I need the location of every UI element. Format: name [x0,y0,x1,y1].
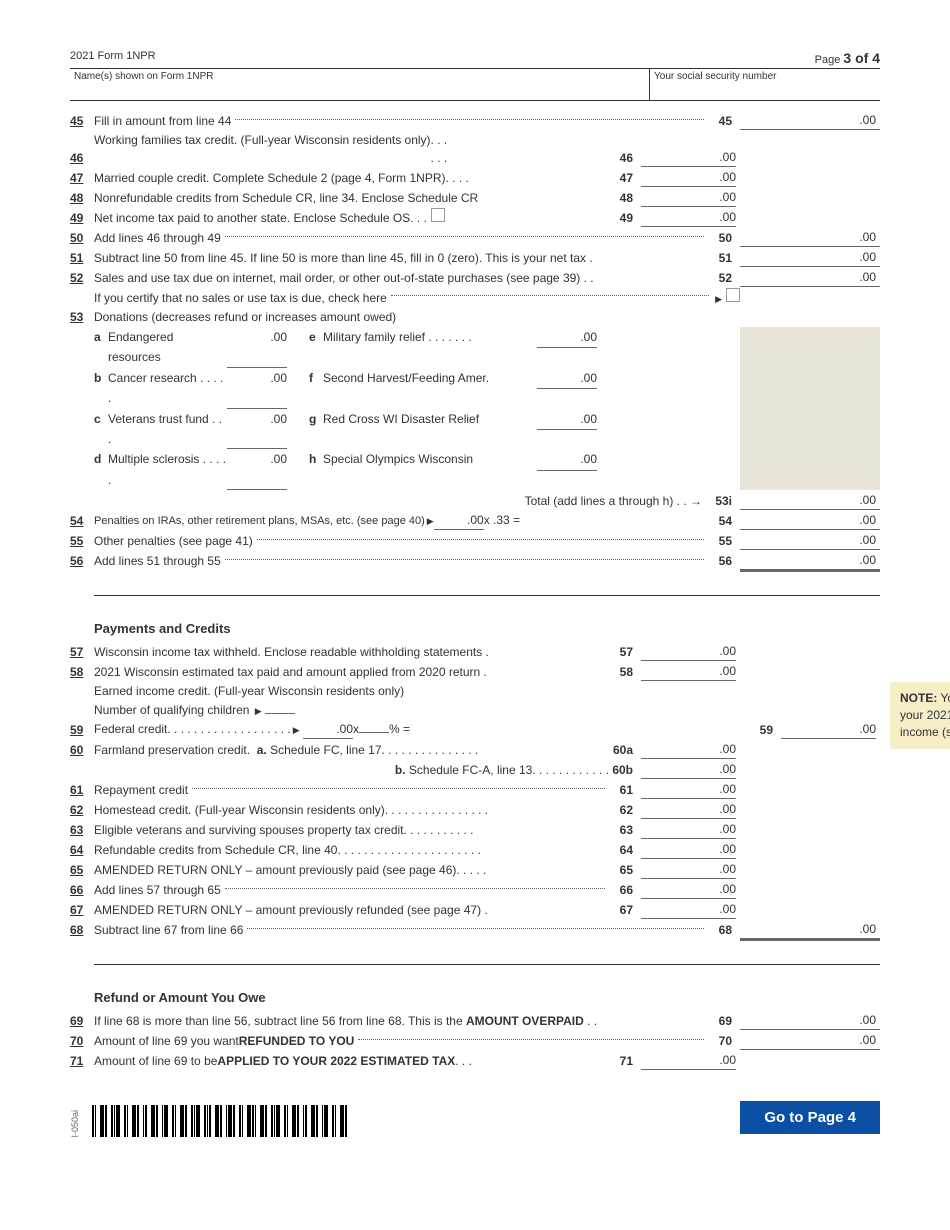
line-59: 59 Earned income credit. (Full-year Wisc… [70,682,880,739]
line-57-amount[interactable]: .00 [641,642,736,661]
donation-e-input[interactable]: .00 [537,327,597,348]
line-54-amount[interactable]: .00 [740,511,880,530]
donation-c-input[interactable]: .00 [227,409,287,450]
arrow-icon [291,720,300,738]
line-49-amount[interactable]: .00 [641,208,736,227]
arrow-icon [713,289,722,307]
name-ssn-row: Name(s) shown on Form 1NPR Your social s… [70,69,880,101]
line-49: 49 Net income tax paid to another state.… [70,208,880,227]
form-title: 2021 Form 1NPR [70,50,156,66]
line-49-checkbox[interactable] [431,208,445,222]
line-55-amount[interactable]: .00 [740,531,880,550]
donation-f-input[interactable]: .00 [537,368,597,389]
line-66: 66 Add lines 57 through 65 66 .00 [70,880,880,899]
donation-row-c: cVeterans trust fund . . ..00 gRed Cross… [94,409,880,450]
line-71: 71 Amount of line 69 to be APPLIED TO YO… [70,1051,880,1070]
donation-row-b: bCancer research . . . . ..00 fSecond Ha… [94,368,880,409]
line-64: 64 Refundable credits from Schedule CR, … [70,840,880,859]
line-46-amount[interactable]: .00 [641,148,736,167]
line-63-amount[interactable]: .00 [641,820,736,839]
line-70: 70 Amount of line 69 you want REFUNDED T… [70,1031,880,1050]
line-47: 47 Married couple credit. Complete Sched… [70,168,880,187]
line-50: 50 Add lines 46 through 49 50 .00 [70,228,880,247]
line-45-amount[interactable]: .00 [740,111,880,130]
line-61-amount[interactable]: .00 [641,780,736,799]
line-70-amount[interactable]: .00 [740,1031,880,1050]
line-65-amount[interactable]: .00 [641,860,736,879]
line-69: 69 If line 68 is more than line 56, subt… [70,1011,880,1030]
line-63: 63 Eligible veterans and surviving spous… [70,820,880,839]
line-53i-amount[interactable]: .00 [740,491,880,510]
barcode-area: I-050ai [70,1105,740,1137]
ssn-label: Your social security number [650,69,880,100]
line-55: 55 Other penalties (see page 41) 55 .00 [70,531,880,550]
donation-row-a: aEndangered resources.00 eMilitary famil… [94,327,880,368]
line-60b: b. Schedule FC-A, line 13 . . . . . . . … [70,760,880,779]
line-52: 52 Sales and use tax due on internet, ma… [70,268,880,287]
line-59-children[interactable] [265,700,295,714]
line-51: 51 Subtract line 50 from line 45. If lin… [70,248,880,267]
line-45: 45 Fill in amount from line 44 45 .00 [70,111,880,130]
line-47-amount[interactable]: .00 [641,168,736,187]
line-60a: 60 Farmland preservation credit. a. Sche… [70,740,880,759]
line-58: 58 2021 Wisconsin estimated tax paid and… [70,662,880,681]
name-label: Name(s) shown on Form 1NPR [70,69,650,100]
line-62: 62 Homestead credit. (Full-year Wisconsi… [70,800,880,819]
line-53: 53 Donations (decreases refund or increa… [70,308,880,326]
line-52-checkbox[interactable] [726,288,740,302]
line-57: 57 Wisconsin income tax withheld. Enclos… [70,642,880,661]
line-54-base[interactable]: .00 [434,511,484,530]
line-52-amount[interactable]: .00 [740,268,880,287]
donation-h-input[interactable]: .00 [537,449,597,470]
line-48: 48 Nonrefundable credits from Schedule C… [70,188,880,207]
line-51-amount[interactable]: .00 [740,248,880,267]
go-to-page-4-button[interactable]: Go to Page 4 [740,1101,880,1134]
line-48-amount[interactable]: .00 [641,188,736,207]
donation-row-d: dMultiple sclerosis . . . . ..00 hSpecia… [94,449,880,490]
line-59-pct[interactable] [359,719,389,733]
line-52-sub: If you certify that no sales or use tax … [70,288,880,307]
line-60a-amount[interactable]: .00 [641,740,736,759]
line-67-amount[interactable]: .00 [641,900,736,919]
line-69-amount[interactable]: .00 [740,1011,880,1030]
donation-a-input[interactable]: .00 [227,327,287,368]
payments-section-heading: Payments and Credits [94,595,880,636]
line-66-amount[interactable]: .00 [641,880,736,899]
line-62-amount[interactable]: .00 [641,800,736,819]
line-64-amount[interactable]: .00 [641,840,736,859]
line-67: 67 AMENDED RETURN ONLY – amount previous… [70,900,880,919]
arrow-icon [253,701,262,719]
line-71-amount[interactable]: .00 [641,1051,736,1070]
line-50-amount[interactable]: .00 [740,228,880,247]
line-59-amount[interactable]: .00 [781,720,876,739]
donation-d-input[interactable]: .00 [227,449,287,490]
barcode-icon [92,1105,347,1137]
note-box: NOTE: You must use your 2021 earned inco… [890,682,950,748]
form-code: I-050ai [70,1110,80,1138]
donation-b-input[interactable]: .00 [227,368,287,409]
page-header: 2021 Form 1NPR Page 3 of 4 [70,50,880,69]
line-65: 65 AMENDED RETURN ONLY – amount previous… [70,860,880,879]
line-59-federal[interactable]: .00 [303,720,353,739]
line-56: 56 Add lines 51 through 55 56 .00 [70,551,880,570]
line-60b-amount[interactable]: .00 [641,760,736,779]
page-number: Page 3 of 4 [815,50,880,66]
line-53i: Total (add lines a through h) . . → 53i … [70,491,880,510]
line-54: 54 Penalties on IRAs, other retirement p… [70,511,880,530]
line-56-amount[interactable]: .00 [740,551,880,570]
line-46: 46 Working families tax credit. (Full-ye… [70,131,880,167]
refund-section-heading: Refund or Amount You Owe [94,964,880,1005]
donation-g-input[interactable]: .00 [537,409,597,430]
arrow-icon [425,511,434,529]
line-68-amount[interactable]: .00 [740,920,880,939]
line-58-amount[interactable]: .00 [641,662,736,681]
line-68: 68 Subtract line 67 from line 66 68 .00 [70,920,880,939]
line-61: 61 Repayment credit 61 .00 [70,780,880,799]
